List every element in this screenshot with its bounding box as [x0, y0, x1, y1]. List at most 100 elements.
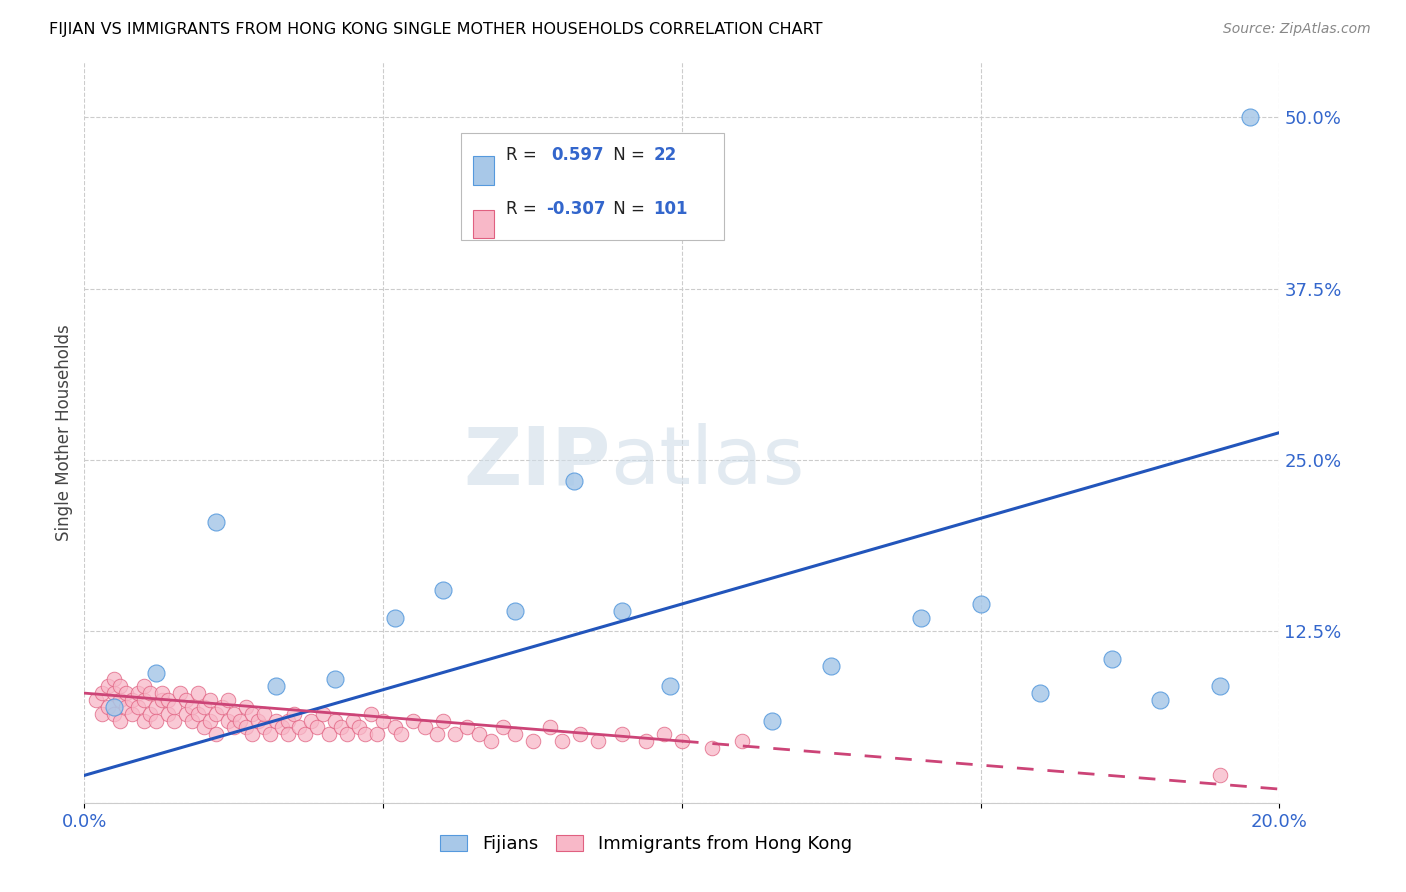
Point: [115, 699, 138, 714]
Point: [700, 741, 723, 756]
Point: [910, 610, 932, 624]
Point: [522, 734, 544, 748]
Point: [235, 699, 257, 714]
Point: [205, 515, 228, 529]
Point: [121, 706, 143, 721]
Point: [132, 714, 156, 728]
Point: [110, 714, 132, 728]
Point: [205, 727, 228, 741]
Point: [235, 720, 257, 734]
Point: [121, 693, 143, 707]
Point: [761, 714, 783, 728]
Point: [228, 714, 252, 728]
Point: [503, 604, 526, 618]
Point: [731, 734, 754, 748]
Point: [150, 686, 173, 700]
Point: [384, 720, 406, 734]
Point: [163, 714, 186, 728]
Point: [1209, 679, 1232, 693]
Point: [349, 720, 371, 734]
Point: [198, 693, 221, 707]
Point: [270, 720, 292, 734]
Point: [970, 597, 993, 611]
Point: [288, 720, 311, 734]
Point: [193, 720, 215, 734]
Point: [163, 699, 186, 714]
Point: [671, 734, 693, 748]
Point: [91, 706, 114, 721]
Text: N =: N =: [607, 146, 650, 164]
Point: [217, 693, 239, 707]
Point: [468, 727, 491, 741]
Point: [259, 727, 281, 741]
Point: [253, 706, 276, 721]
Point: [222, 706, 245, 721]
Point: [86, 693, 108, 707]
Y-axis label: Single Mother Households: Single Mother Households: [55, 325, 73, 541]
Point: [384, 610, 406, 624]
Point: [103, 706, 125, 721]
Point: [277, 727, 299, 741]
Point: [103, 686, 125, 700]
Point: [432, 714, 454, 728]
Point: [139, 706, 162, 721]
Point: [479, 734, 502, 748]
Point: [205, 706, 228, 721]
Point: [318, 727, 340, 741]
Text: ZIP: ZIP: [463, 423, 610, 501]
Text: N =: N =: [607, 200, 650, 218]
Point: [1209, 768, 1232, 782]
Point: [330, 720, 353, 734]
Point: [444, 727, 467, 741]
Point: [1149, 693, 1171, 707]
Point: [551, 734, 574, 748]
Point: [389, 727, 412, 741]
Point: [636, 734, 658, 748]
Point: [145, 714, 167, 728]
Text: R =: R =: [506, 200, 543, 218]
Point: [426, 727, 449, 741]
Point: [413, 720, 436, 734]
Point: [432, 583, 454, 598]
Point: [193, 699, 215, 714]
Point: [612, 727, 634, 741]
Point: [402, 714, 425, 728]
Point: [115, 686, 138, 700]
Point: [325, 714, 347, 728]
Point: [354, 727, 377, 741]
Point: [145, 665, 167, 680]
Point: [240, 706, 263, 721]
Point: [145, 699, 167, 714]
Point: [588, 734, 610, 748]
Point: [181, 714, 204, 728]
Point: [659, 679, 682, 693]
Point: [132, 679, 156, 693]
Point: [150, 693, 173, 707]
Point: [222, 720, 245, 734]
Point: [564, 474, 586, 488]
Point: [652, 727, 675, 741]
Point: [360, 706, 382, 721]
Point: [110, 693, 132, 707]
Point: [373, 714, 395, 728]
Point: [127, 686, 149, 700]
Point: [157, 693, 180, 707]
Text: 101: 101: [654, 200, 688, 218]
Point: [240, 727, 263, 741]
Point: [283, 706, 305, 721]
Point: [187, 686, 209, 700]
Point: [264, 679, 287, 693]
Point: [181, 699, 204, 714]
Point: [198, 714, 221, 728]
Text: 0.597: 0.597: [551, 146, 605, 164]
Point: [246, 714, 269, 728]
Point: [217, 714, 239, 728]
Point: [91, 686, 114, 700]
Text: R =: R =: [506, 146, 543, 164]
Point: [97, 679, 120, 693]
Point: [103, 673, 125, 687]
Text: 22: 22: [654, 146, 676, 164]
Point: [366, 727, 388, 741]
FancyBboxPatch shape: [472, 210, 495, 238]
Point: [253, 720, 276, 734]
